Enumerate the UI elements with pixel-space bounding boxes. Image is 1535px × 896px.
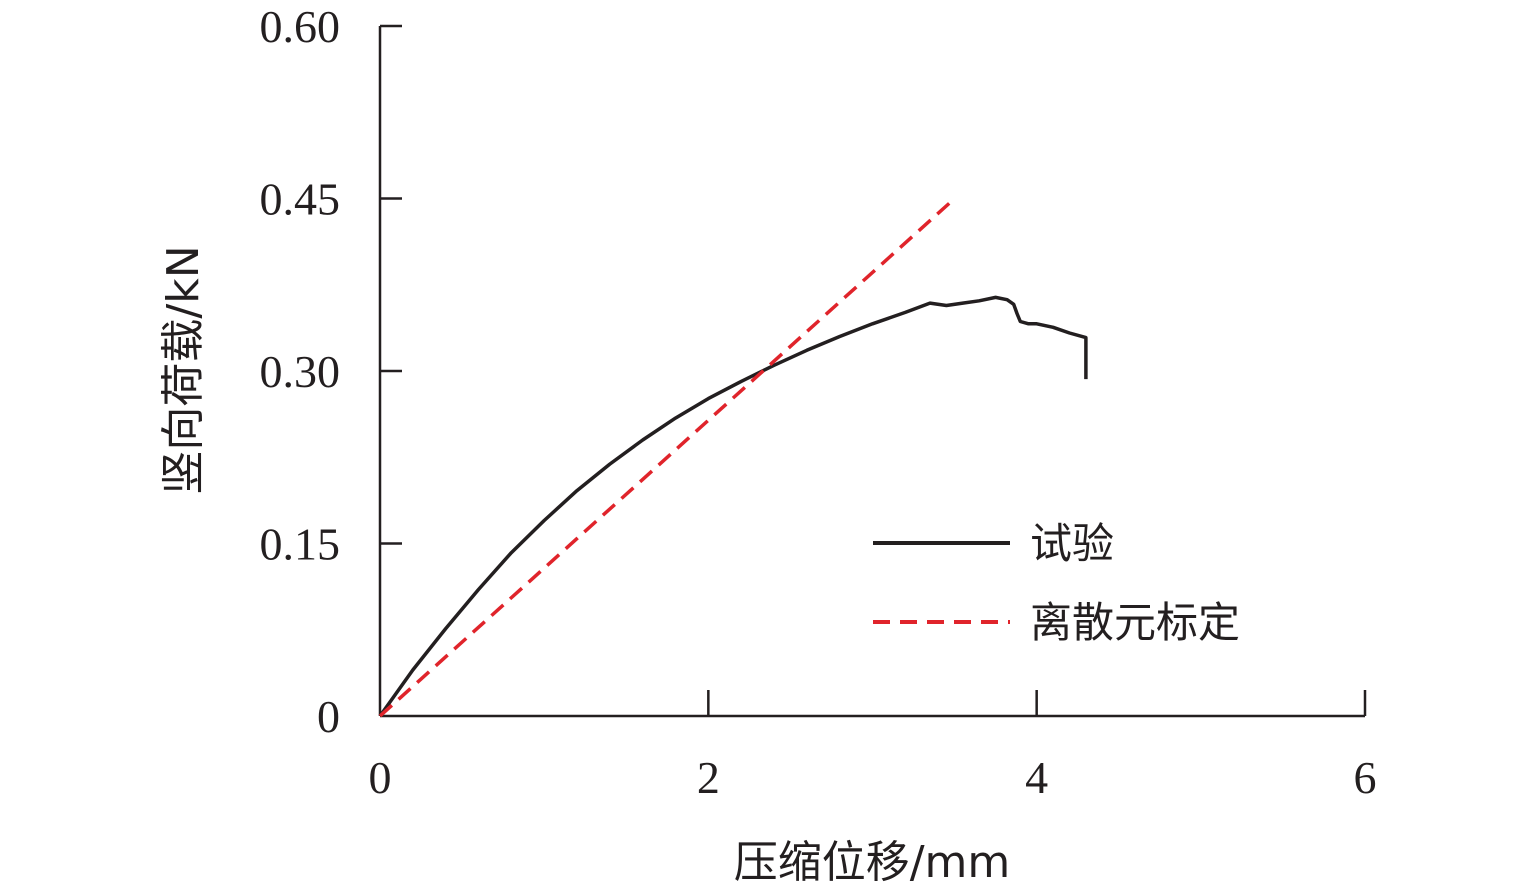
y-tick-label: 0.15 [260,519,341,570]
ticks: 0 2 4 6 0 0.15 0.30 0.45 0.60 [260,1,1377,803]
legend-label-1: 离散元标定 [1030,598,1240,647]
x-tick-label: 6 [1354,752,1377,803]
series-line-1 [378,197,956,718]
y-tick-label: 0.45 [260,174,341,225]
y-tick-label: 0.30 [260,346,341,397]
x-tick-label: 2 [697,752,720,803]
y-tick-label: 0.60 [260,1,341,52]
series-layer [378,197,1088,718]
series-line-0 [378,295,1088,718]
x-axis-title: 压缩位移/mm [734,837,1011,888]
legend-label-0: 试验 [1030,519,1114,568]
x-tick-label: 0 [369,752,392,803]
y-tick-label: 0 [317,691,340,742]
x-tick-label: 4 [1025,752,1048,803]
y-axis-title: 竖向荷载/kN [158,245,209,494]
